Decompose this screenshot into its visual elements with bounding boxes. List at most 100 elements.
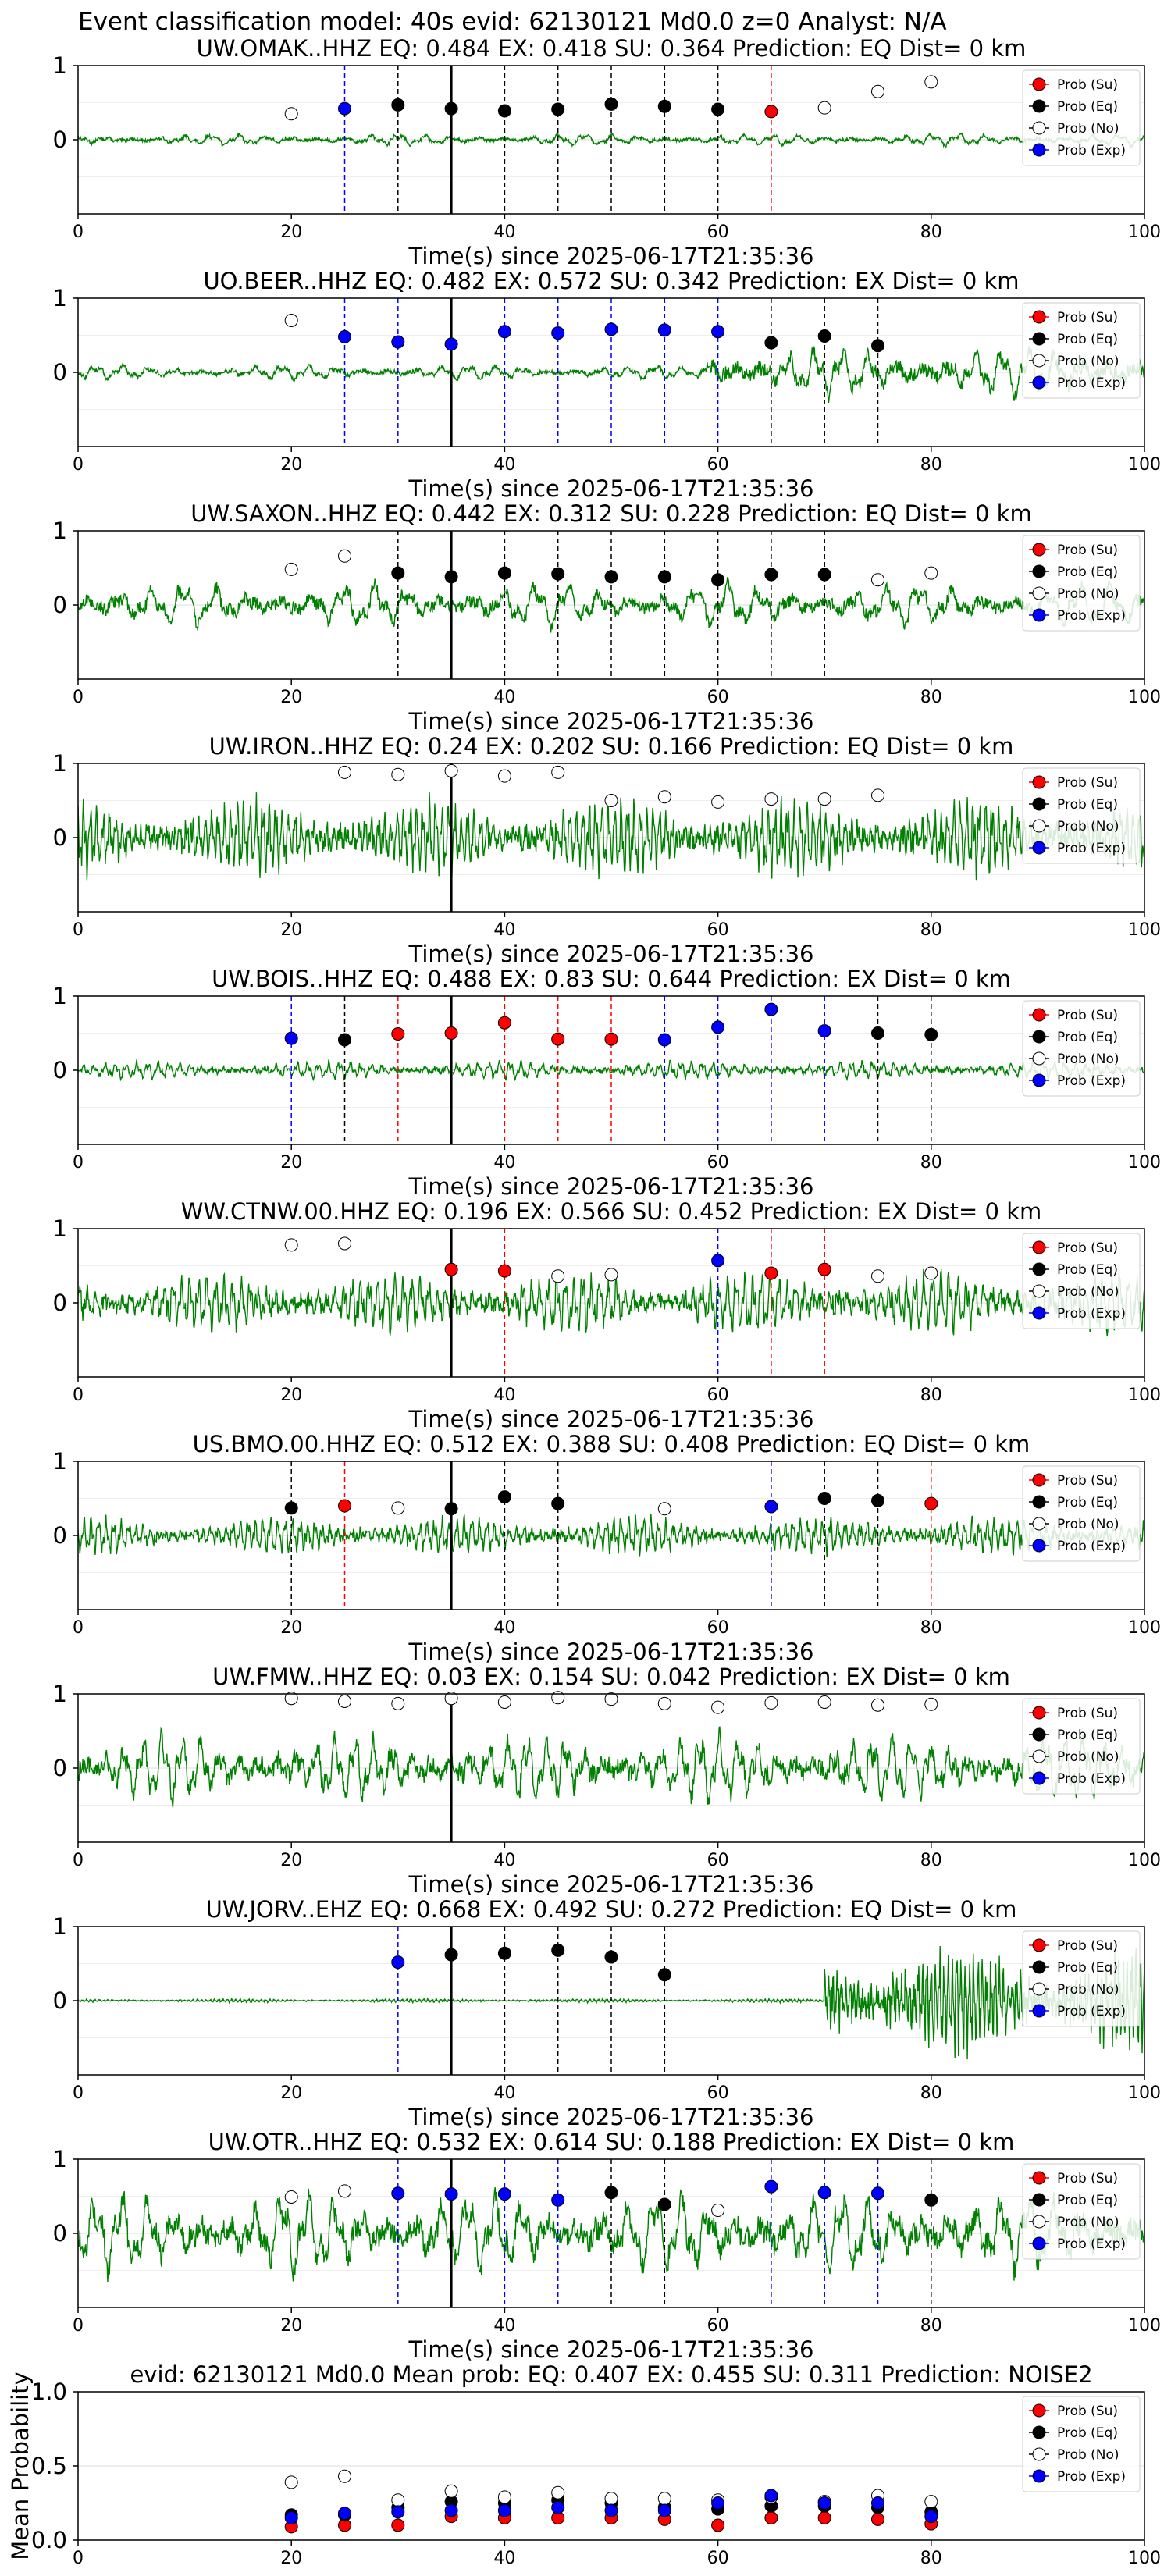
- prob-marker-no: [284, 1238, 298, 1252]
- x-axis-label: Time(s) since 2025-06-17T21:35:36: [408, 1871, 814, 1898]
- prob-marker-eq: [657, 570, 671, 584]
- panel-title: UW.FMW..HHZ EQ: 0.03 EX: 0.154 SU: 0.042…: [212, 1663, 1010, 1690]
- legend-box: [1022, 767, 1141, 864]
- panel-title: evid: 62130121 Md0.0 Mean prob: EQ: 0.40…: [130, 2361, 1092, 2388]
- x-axis-label: Time(s) since 2025-06-17T21:35:36: [408, 2336, 814, 2363]
- mean-marker-exp: [444, 2503, 458, 2517]
- prob-marker-exp: [711, 325, 725, 339]
- prob-marker-no: [338, 765, 351, 779]
- prob-marker-no: [871, 1698, 884, 1712]
- prob-marker-no: [657, 1696, 671, 1710]
- prob-marker-eq: [551, 102, 565, 116]
- x-tick-label: 80: [920, 1851, 942, 1870]
- x-tick-label: 0: [73, 2549, 84, 2568]
- x-tick-label: 20: [280, 920, 302, 940]
- y-tick-label: 1.0: [31, 2379, 67, 2405]
- legend-label-no: Prob (No): [1057, 819, 1119, 834]
- legend-marker-no: [1032, 1517, 1046, 1531]
- prob-marker-eq: [764, 336, 778, 350]
- prob-marker-eq: [391, 98, 405, 112]
- prob-marker-eq: [604, 97, 618, 111]
- y-tick-label: 0: [53, 1987, 67, 2014]
- x-tick-label: 80: [920, 455, 942, 475]
- legend-label-no: Prob (No): [1057, 1749, 1119, 1765]
- prob-marker-eq: [497, 1490, 511, 1504]
- panel-title: UW.OMAK..HHZ EQ: 0.484 EX: 0.418 SU: 0.3…: [197, 35, 1027, 62]
- legend-label-su: Prob (Su): [1057, 775, 1118, 791]
- legend-label-no: Prob (No): [1057, 1284, 1119, 1300]
- prob-marker-no: [657, 790, 671, 804]
- prob-marker-eq: [551, 567, 565, 581]
- prob-marker-eq: [764, 568, 778, 582]
- y-tick-label: 1: [53, 285, 67, 311]
- x-tick-label: 20: [280, 222, 302, 242]
- x-tick-label: 40: [493, 1153, 515, 1172]
- panel-7: UW.FMW..HHZ EQ: 0.03 EX: 0.154 SU: 0.042…: [53, 1663, 1161, 1898]
- legend-label-no: Prob (No): [1057, 1982, 1119, 1998]
- prob-marker-no: [604, 1692, 618, 1706]
- prob-marker-no: [924, 75, 938, 89]
- mean-marker-exp: [871, 2496, 884, 2510]
- legend-marker-eq: [1032, 1030, 1046, 1044]
- mean-marker-exp: [284, 2511, 298, 2524]
- legend-label-exp: Prob (Exp): [1057, 2004, 1126, 2019]
- prob-marker-no: [338, 1236, 351, 1251]
- y-tick-label: 1: [53, 2146, 67, 2172]
- legend-marker-no: [1032, 2447, 1046, 2461]
- prob-marker-eq: [711, 102, 725, 116]
- x-tick-label: 40: [493, 1851, 515, 1870]
- prob-marker-su: [444, 1262, 458, 1276]
- legend-marker-exp: [1032, 841, 1046, 855]
- legend-marker-exp: [1032, 375, 1046, 390]
- prob-marker-su: [764, 1266, 778, 1280]
- prob-marker-no: [284, 562, 298, 576]
- x-tick-label: 80: [920, 1386, 942, 1405]
- prob-marker-exp: [817, 2186, 831, 2200]
- x-tick-label: 60: [707, 920, 729, 940]
- legend-label-exp: Prob (Exp): [1057, 1073, 1126, 1089]
- x-axis-label: Time(s) since 2025-06-17T21:35:36: [408, 1638, 814, 1665]
- x-tick-label: 20: [280, 2083, 302, 2103]
- y-tick-label: 0.0: [31, 2527, 67, 2553]
- y-axis-label: Mean Probability: [7, 2371, 34, 2560]
- legend-label-su: Prob (Su): [1057, 77, 1118, 93]
- x-tick-label: 80: [920, 920, 942, 940]
- y-tick-label: 1: [53, 750, 67, 777]
- waveform-trace: [78, 1059, 1144, 1082]
- mean-marker-exp: [497, 2503, 511, 2517]
- prob-marker-no: [871, 788, 884, 802]
- legend-label-exp: Prob (Exp): [1057, 375, 1126, 391]
- prob-marker-eq: [817, 1492, 831, 1505]
- prob-marker-su: [497, 1264, 511, 1278]
- prob-marker-no: [711, 1700, 725, 1714]
- legend-marker-eq: [1032, 564, 1046, 578]
- prob-marker-su: [817, 1262, 831, 1276]
- x-tick-label: 40: [493, 455, 515, 475]
- legend-marker-su: [1032, 1938, 1046, 1952]
- prob-marker-eq: [924, 2193, 938, 2207]
- mean-marker-no: [338, 2469, 351, 2483]
- x-tick-label: 0: [73, 1851, 84, 1870]
- prob-marker-eq: [871, 1493, 884, 1507]
- legend-marker-no: [1032, 354, 1046, 368]
- legend-box: [1022, 1930, 1141, 2027]
- prob-marker-exp: [391, 2186, 405, 2201]
- legend-marker-su: [1032, 2171, 1046, 2185]
- prob-marker-su: [604, 1032, 618, 1046]
- prob-marker-eq: [604, 2186, 618, 2200]
- mean-marker-su: [391, 2518, 405, 2532]
- legend-marker-eq: [1032, 797, 1046, 811]
- legend-marker-eq: [1032, 1495, 1046, 1509]
- prob-marker-no: [284, 314, 298, 327]
- y-tick-label: 0: [53, 1290, 67, 1316]
- x-tick-label: 80: [920, 2316, 942, 2336]
- legend-marker-exp: [1032, 2236, 1046, 2250]
- y-tick-label: 1: [53, 518, 67, 544]
- prob-marker-su: [764, 105, 778, 119]
- x-tick-label: 40: [493, 222, 515, 242]
- prob-marker-eq: [657, 1968, 671, 1982]
- x-tick-label: 100: [1128, 222, 1161, 242]
- waveform-trace: [78, 1268, 1144, 1336]
- x-axis-label: Time(s) since 2025-06-17T21:35:36: [408, 708, 814, 735]
